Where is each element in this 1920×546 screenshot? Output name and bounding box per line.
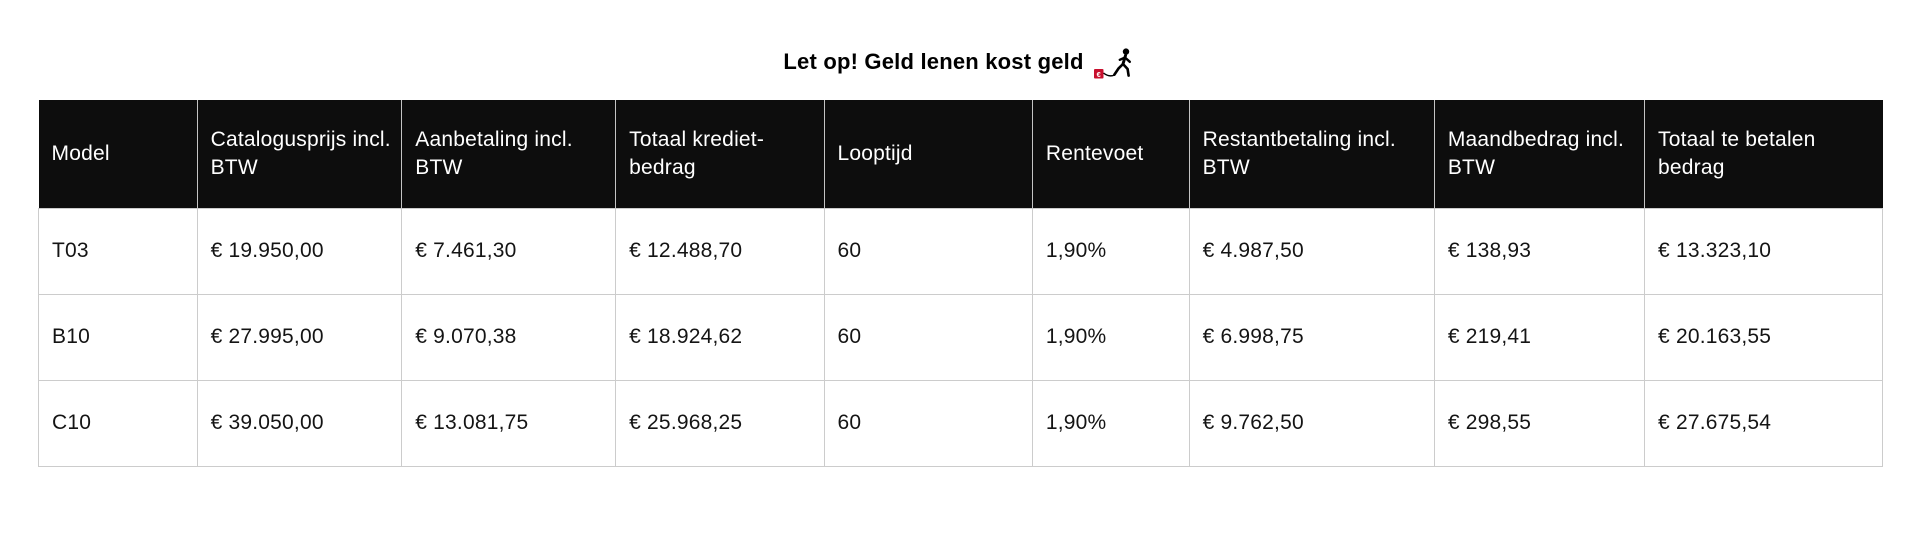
value-cell-maandbedrag-incl-btw: € 298,55	[1433, 379, 1646, 467]
value-cell-totaal-krediet-bedrag: € 25.968,25	[615, 379, 825, 467]
value-cell-totaal-te-betalen-bedrag: € 27.675,54	[1644, 379, 1883, 467]
value-cell-rentevoet: 1,90%	[1031, 379, 1190, 467]
financing-table: Model Catalogusprijs incl. BTW Aanbetaling…	[38, 100, 1883, 467]
value-cell-catalogusprijs-incl-btw: € 27.995,00	[196, 293, 403, 381]
value-cell-catalogusprijs-incl-btw: € 19.950,00	[196, 207, 403, 295]
table-row-t03: T03 € 19.950,00 € 7.461,30 € 12.488,70 60 1,9…	[38, 207, 1883, 295]
value-cell-totaal-te-betalen-bedrag: € 13.323,10	[1644, 207, 1883, 295]
model-cell: C10	[38, 379, 198, 467]
column-header-totaal-te-betalen-bedrag: Totaal te betalen bedrag	[1644, 100, 1883, 208]
svg-text:€: €	[1096, 70, 1101, 79]
column-header-model: Model	[38, 100, 198, 208]
model-cell: T03	[38, 207, 198, 295]
value-cell-rentevoet: 1,90%	[1031, 207, 1190, 295]
value-cell-restantbetaling-incl-btw: € 9.762,50	[1188, 379, 1435, 467]
table-header-row: Model Catalogusprijs incl. BTW Aanbetaling…	[38, 100, 1883, 208]
value-cell-looptijd: 60	[823, 293, 1033, 381]
table-body: T03 € 19.950,00 € 7.461,30 € 12.488,70 60 1,9…	[38, 207, 1883, 467]
value-cell-totaal-krediet-bedrag: € 18.924,62	[615, 293, 825, 381]
value-cell-aanbetaling-incl-btw: € 9.070,38	[401, 293, 617, 381]
value-cell-catalogusprijs-incl-btw: € 39.050,00	[196, 379, 403, 467]
value-cell-looptijd: 60	[823, 207, 1033, 295]
credit-warning-text: Let op! Geld lenen kost geld	[783, 49, 1084, 74]
column-header-totaal-krediet-bedrag: Totaal krediet-bedrag	[615, 100, 824, 208]
value-cell-restantbetaling-incl-btw: € 6.998,75	[1188, 293, 1435, 381]
value-cell-maandbedrag-incl-btw: € 138,93	[1433, 207, 1646, 295]
column-header-restantbetaling-incl-btw: Restantbetaling incl. BTW	[1188, 100, 1435, 208]
value-cell-rentevoet: 1,90%	[1031, 293, 1190, 381]
value-cell-restantbetaling-incl-btw: € 4.987,50	[1188, 207, 1435, 295]
value-cell-totaal-krediet-bedrag: € 12.488,70	[615, 207, 825, 295]
table-row-c10: C10 € 39.050,00 € 13.081,75 € 25.968,25 60 1,…	[38, 379, 1883, 467]
model-cell: B10	[38, 293, 198, 381]
value-cell-aanbetaling-incl-btw: € 13.081,75	[401, 379, 617, 467]
column-header-looptijd: Looptijd	[823, 100, 1033, 208]
money-burden-icon: €	[1093, 48, 1131, 79]
value-cell-maandbedrag-incl-btw: € 219,41	[1433, 293, 1646, 381]
column-header-aanbetaling-incl-btw: Aanbetaling incl. BTW	[401, 100, 616, 208]
value-cell-aanbetaling-incl-btw: € 7.461,30	[401, 207, 617, 295]
value-cell-looptijd: 60	[823, 379, 1033, 467]
column-header-rentevoet: Rentevoet	[1031, 100, 1190, 208]
value-cell-totaal-te-betalen-bedrag: € 20.163,55	[1644, 293, 1883, 381]
credit-warning: Let op! Geld lenen kost geld €	[0, 46, 1920, 79]
financing-table-section: Model Catalogusprijs incl. BTW Aanbetaling…	[38, 100, 1883, 467]
column-header-maandbedrag-incl-btw: Maandbedrag incl. BTW	[1433, 100, 1645, 208]
table-row-b10: B10 € 27.995,00 € 9.070,38 € 18.924,62 60 1,9…	[38, 293, 1883, 381]
column-header-catalogusprijs-incl-btw: Catalogusprijs incl. BTW	[196, 100, 402, 208]
